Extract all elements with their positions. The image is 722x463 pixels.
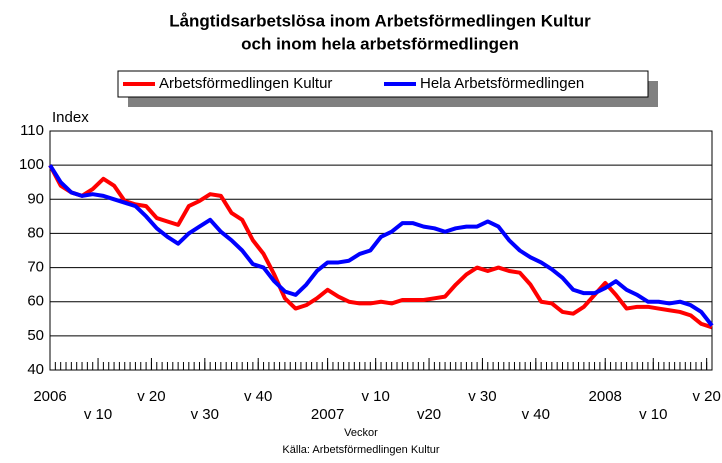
x-tick-label: v 40 [522, 406, 550, 423]
x-tick-label: v 30 [191, 406, 219, 423]
x-tick-label: 2008 [589, 388, 622, 405]
x-tick-label: v 10 [84, 406, 112, 423]
x-axis-label: Veckor [344, 427, 378, 439]
legend-label: Arbetsförmedlingen Kultur [159, 75, 332, 92]
y-tick-label: 100 [19, 156, 44, 173]
y-tick-label: 40 [27, 361, 44, 378]
y-tick-label: 110 [20, 122, 44, 139]
x-tick-label: v 10 [361, 388, 389, 405]
y-tick-label: 80 [27, 224, 44, 241]
y-tick-label: 60 [27, 293, 44, 310]
x-tick-label: v20 [417, 406, 441, 423]
y-tick-label: 70 [27, 259, 44, 276]
x-tick-label: v 10 [639, 406, 667, 423]
y-tick-label: 50 [27, 327, 44, 344]
x-tick-label: v 40 [244, 388, 272, 405]
series-line [48, 164, 714, 327]
legend-label: Hela Arbetsförmedlingen [420, 75, 584, 92]
y-tick-label: 90 [27, 190, 44, 207]
plot-frame [49, 130, 713, 371]
series-line [48, 164, 713, 330]
chart-title: och inom hela arbetsförmedlingen [241, 34, 519, 53]
x-tick-label: v 30 [468, 388, 496, 405]
x-tick-label: 2006 [33, 388, 66, 405]
y-axis-label: Index [52, 109, 89, 126]
legend [117, 70, 649, 98]
x-tick-label: v 20 [692, 388, 720, 405]
x-tick-label: 2007 [311, 406, 344, 423]
x-tick-label: v 20 [137, 388, 165, 405]
source: Källa: Arbetsförmedlingen Kultur [282, 444, 439, 456]
chart-title: Långtidsarbetslösa inom Arbetsförmedling… [169, 11, 591, 30]
